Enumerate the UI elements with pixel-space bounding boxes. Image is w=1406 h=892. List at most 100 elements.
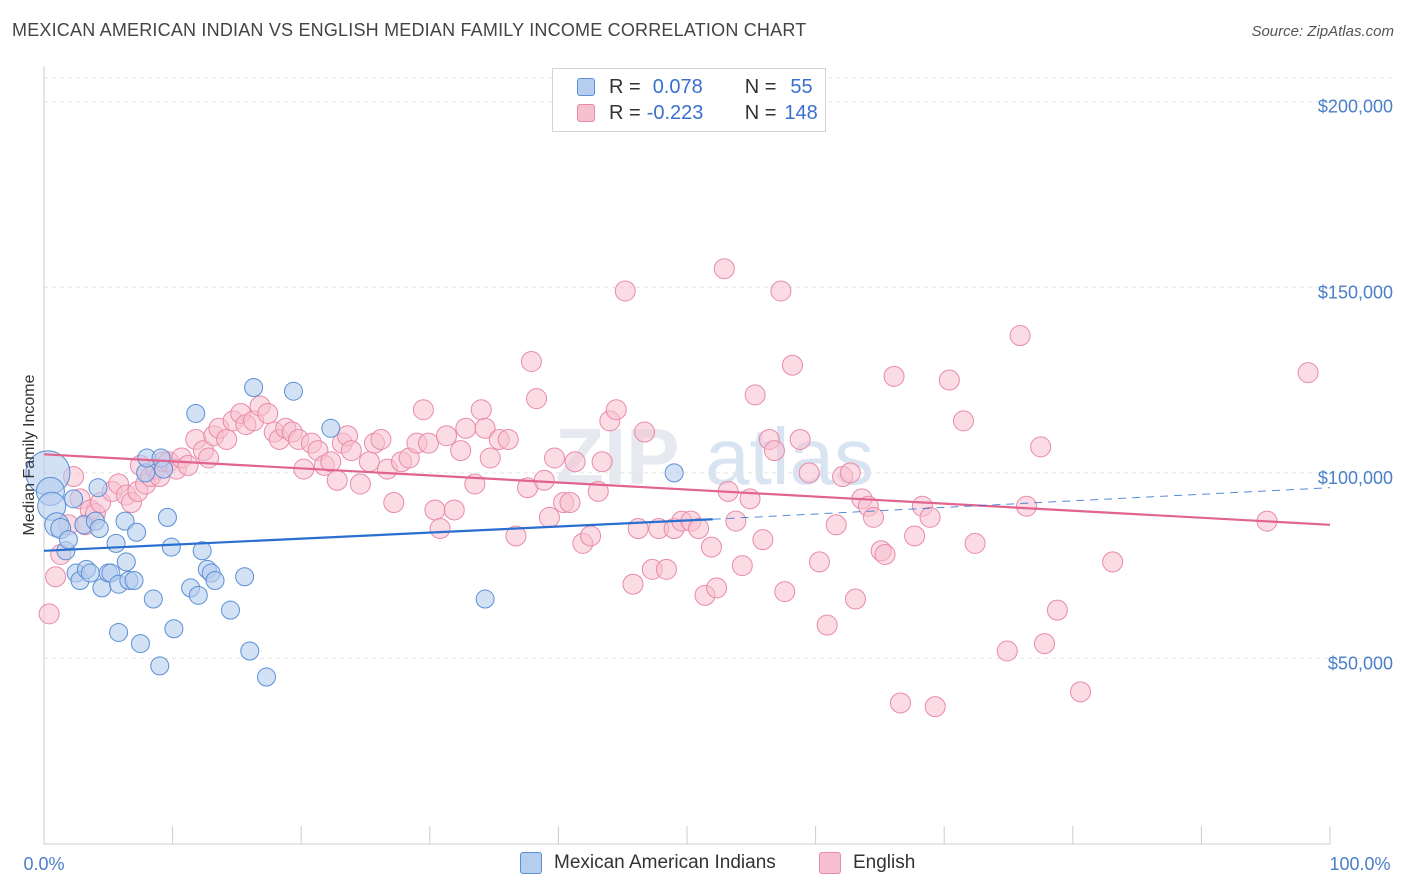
english-point: [470, 399, 492, 421]
mexican-american-indian-point: [321, 418, 341, 438]
mexican-american-indian-point: [192, 541, 212, 561]
series-english-points: [38, 258, 1319, 718]
english-point: [424, 499, 446, 521]
english-point: [370, 428, 392, 450]
mexican-american-indian-point: [58, 530, 78, 550]
english-point: [874, 544, 896, 565]
english-point: [38, 603, 60, 625]
english-point: [587, 480, 609, 502]
english-point: [559, 492, 581, 514]
pink-swatch-icon: [577, 104, 595, 122]
mexican-american-indian-point: [220, 600, 240, 620]
legend-r-label: R =: [609, 101, 641, 124]
english-point: [904, 525, 926, 547]
trend-lines: [43, 453, 1331, 552]
mexican-american-indian-point: [240, 641, 260, 661]
english-point: [655, 558, 677, 580]
legend-item-english: English: [819, 852, 915, 874]
english-point: [919, 506, 941, 528]
english-point: [198, 447, 220, 469]
legend-r-value: 0.078: [652, 75, 703, 98]
english-point: [781, 354, 803, 376]
english-point: [497, 428, 519, 450]
english-point: [429, 518, 451, 540]
english-point: [1009, 325, 1031, 347]
english-point: [538, 506, 560, 528]
english-point: [1070, 681, 1092, 703]
english-point: [1297, 362, 1319, 384]
y-axis-label: Median Family Income: [21, 374, 38, 535]
english-point: [1102, 551, 1124, 573]
stats-legend: R = 0.078 N = 55 R = -0.223 N = 148: [552, 68, 826, 132]
english-point: [412, 399, 434, 421]
english-point: [770, 280, 792, 302]
pink-swatch-icon: [819, 852, 841, 874]
mexican-american-indians-trend-extension: [712, 487, 1331, 520]
mexican-american-indian-point: [80, 563, 100, 583]
english-point: [634, 421, 656, 443]
english-point: [752, 529, 774, 551]
english-point: [1030, 436, 1052, 458]
english-point: [526, 388, 548, 410]
english-point: [580, 525, 602, 547]
english-point: [744, 384, 766, 406]
english-point: [383, 492, 405, 514]
english-point: [700, 536, 722, 558]
english-point: [1046, 599, 1068, 621]
mexican-american-indian-point: [64, 489, 84, 509]
english-point: [798, 462, 820, 484]
mexican-american-indian-point: [154, 459, 174, 479]
x-tick-label: 0.0%: [23, 854, 64, 874]
mexican-american-indian-point: [143, 589, 163, 609]
series-legend: Mexican American Indians English: [0, 852, 1406, 878]
legend-n-value: 148: [784, 101, 818, 124]
english-point: [605, 399, 627, 421]
english-point: [479, 447, 501, 469]
mexican-american-indian-point: [186, 403, 206, 423]
english-point: [706, 577, 728, 599]
mexican-american-indian-point: [130, 634, 150, 654]
mexican-american-indian-point: [164, 619, 184, 639]
y-tick-label: $100,000: [1318, 468, 1393, 488]
legend-label: Mexican American Indians: [554, 852, 776, 873]
legend-n-label: N =: [744, 75, 777, 98]
english-point: [774, 581, 796, 603]
english-point: [591, 451, 613, 473]
mexican-american-indian-point: [161, 537, 181, 557]
mexican-american-indian-point: [157, 507, 177, 527]
english-point: [825, 514, 847, 536]
english-point: [924, 696, 946, 718]
english-point: [257, 402, 279, 424]
english-point: [544, 447, 566, 469]
legend-r-label: R =: [609, 75, 641, 98]
mexican-american-indian-point: [244, 377, 264, 397]
english-point: [996, 640, 1018, 662]
series-mexican-american-indians-points: [25, 377, 684, 687]
english-point: [862, 506, 884, 528]
english-point: [520, 351, 542, 372]
english-point: [45, 566, 67, 588]
english-point: [839, 462, 861, 484]
mexican-american-indian-point: [205, 570, 225, 590]
mexican-american-indian-point: [124, 570, 144, 590]
mexican-american-indian-point: [235, 567, 255, 587]
english-point: [725, 510, 747, 532]
english-point: [938, 369, 960, 391]
english-point: [622, 573, 644, 595]
legend-n-value: 55: [790, 75, 813, 98]
mexican-american-indian-point: [115, 511, 135, 531]
mexican-american-indian-point: [188, 585, 208, 605]
english-point: [326, 469, 348, 491]
english-point: [564, 451, 586, 473]
axes: [43, 66, 1331, 845]
mexican-american-indian-point: [283, 381, 303, 401]
mexican-american-indian-point: [89, 519, 109, 539]
legend-item-mexican-american-indians: Mexican American Indians: [520, 852, 776, 874]
english-point: [450, 440, 472, 462]
english-point: [952, 410, 974, 432]
x-tick-label: 100.0%: [1329, 854, 1390, 874]
mexican-american-indian-point: [256, 667, 276, 687]
english-point: [418, 432, 440, 454]
english-trend-line: [43, 453, 1331, 526]
